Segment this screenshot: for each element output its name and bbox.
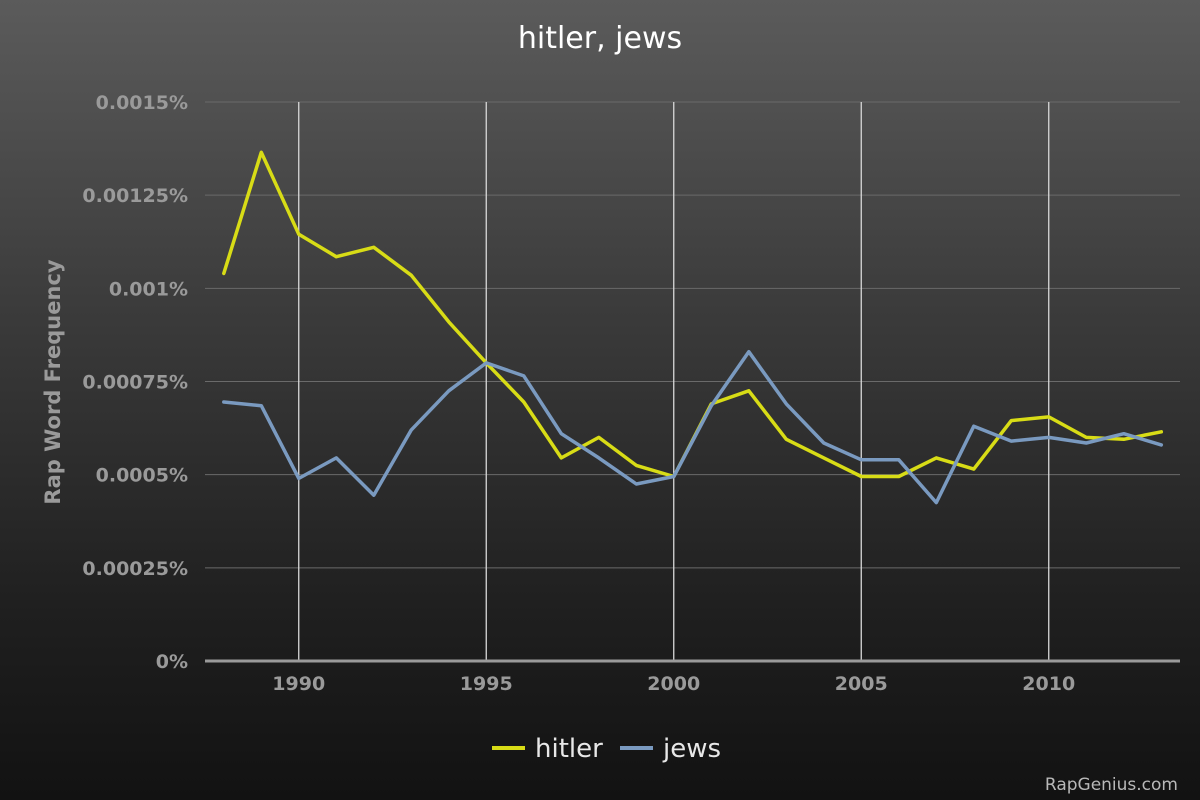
- series-line-hitler: [222, 150, 1164, 479]
- series-line-jews: [222, 349, 1164, 505]
- legend-label: jews: [662, 734, 721, 764]
- legend: hitler jews: [492, 734, 721, 764]
- x-tick-label: 1995: [460, 673, 513, 695]
- y-tick-label: 0.0005%: [96, 465, 188, 487]
- x-tick-label: 2000: [647, 673, 700, 695]
- grid-layer: [205, 101, 1180, 661]
- rapgenius-credit[interactable]: RapGenius.com: [1045, 775, 1178, 795]
- chart-title: hitler, jews: [518, 21, 682, 56]
- legend-label: hitler: [535, 734, 603, 764]
- y-tick-label: 0.00075%: [82, 372, 188, 394]
- y-axis-label: Rap Word Frequency: [41, 259, 65, 504]
- y-tick-label: 0.00125%: [82, 185, 188, 207]
- y-tick-label: 0.001%: [109, 278, 188, 300]
- x-tick-label: 2010: [1022, 673, 1075, 695]
- axis-layer: 0% 0.00025% 0.0005% 0.00075% 0.001% 0.00125% 0…: [82, 92, 1180, 695]
- x-tick-label: 1990: [272, 673, 325, 695]
- y-tick-label: 0%: [156, 651, 188, 673]
- legend-item-jews[interactable]: jews: [620, 734, 721, 764]
- series-layer: [222, 150, 1164, 505]
- legend-item-hitler[interactable]: hitler: [492, 734, 603, 764]
- x-tick-label: 2005: [835, 673, 888, 695]
- y-tick-label: 0.00025%: [82, 558, 188, 580]
- y-tick-label: 0.0015%: [96, 92, 188, 114]
